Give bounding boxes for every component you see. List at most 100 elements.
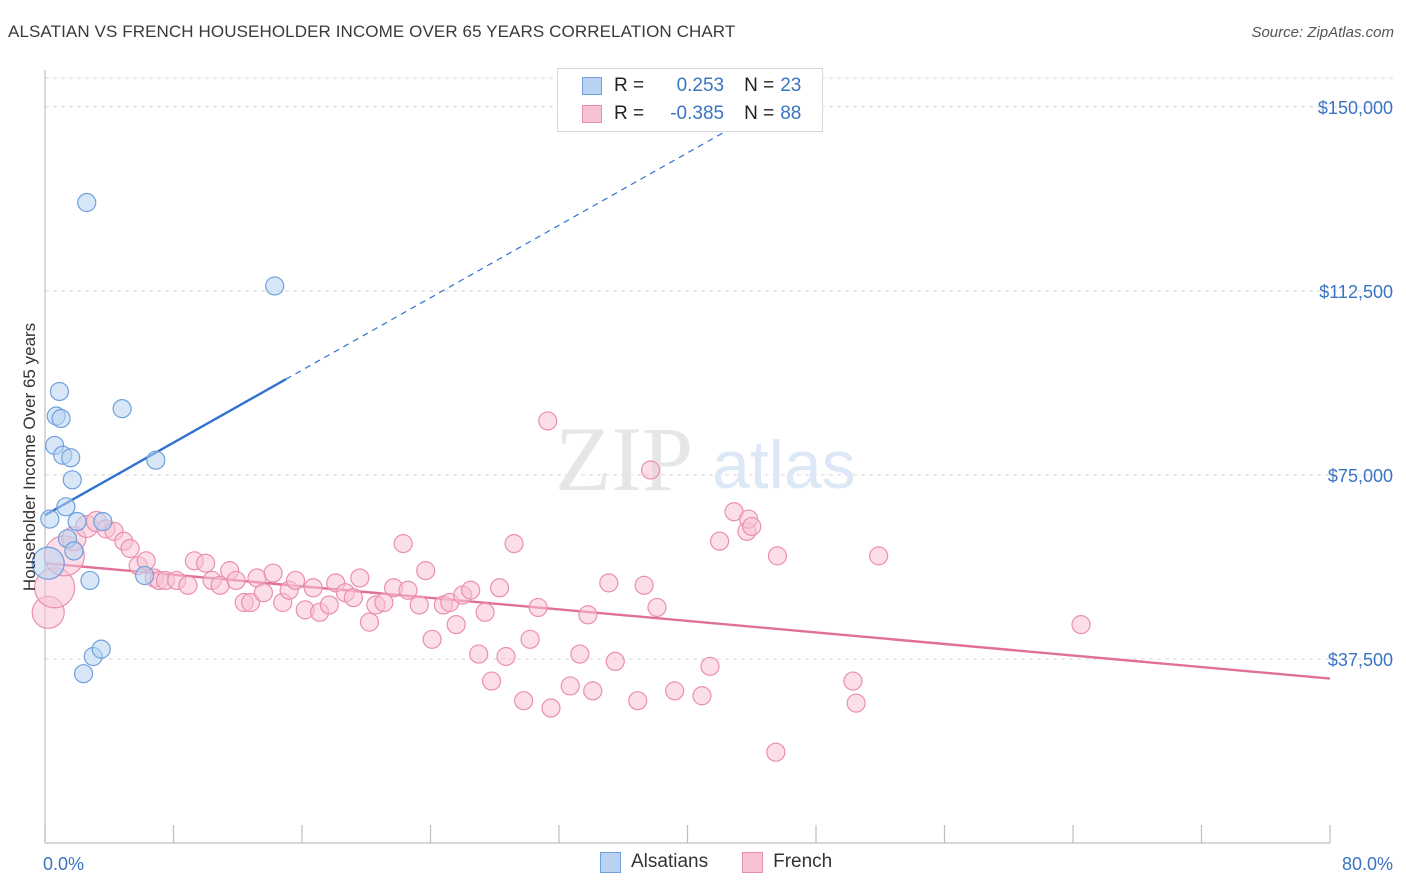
watermark-atlas: atlas xyxy=(712,427,856,503)
y-tick-label: $150,000 xyxy=(1318,98,1393,118)
alsatians-point xyxy=(134,565,155,586)
legend-label: French xyxy=(773,851,833,872)
alsatians-point xyxy=(67,511,87,532)
y-axis-label: Householder Income Over 65 years xyxy=(20,323,39,591)
alsatians-point xyxy=(73,664,94,684)
french-point xyxy=(504,534,524,554)
french-point xyxy=(319,595,339,615)
legend-item-alsatians: Alsatians xyxy=(600,851,708,873)
x-tick-label: 0.0% xyxy=(43,854,84,874)
series-legend: Alsatians French xyxy=(600,851,866,873)
y-tick-label: $37,500 xyxy=(1328,650,1393,670)
french-point xyxy=(178,575,198,595)
french-point xyxy=(120,538,140,559)
french-point xyxy=(481,671,502,691)
french-point xyxy=(578,605,598,625)
french-point xyxy=(767,546,788,566)
french-point xyxy=(599,573,619,593)
alsatians-point xyxy=(51,408,71,429)
alsatians-point xyxy=(64,541,84,561)
watermark-zip: ZIP xyxy=(555,408,693,510)
r-value: 0.253 xyxy=(676,75,725,96)
alsatians-swatch xyxy=(600,851,621,873)
french-point xyxy=(398,580,418,600)
french-point xyxy=(422,629,442,649)
alsatians-point xyxy=(80,570,100,591)
alsatians-trend-line xyxy=(44,378,287,517)
y-tick-label: $112,500 xyxy=(1319,282,1393,302)
french-point xyxy=(528,597,548,618)
french-point xyxy=(560,676,580,696)
french-point xyxy=(489,578,510,598)
french-point xyxy=(343,588,363,608)
french-point xyxy=(393,534,413,554)
french-point xyxy=(634,575,654,595)
french-point xyxy=(514,691,534,711)
french-swatch xyxy=(742,851,764,873)
french-point xyxy=(640,460,661,480)
french-point xyxy=(605,651,625,672)
french-point xyxy=(226,570,246,591)
alsatians-point xyxy=(91,639,111,659)
alsatians-point xyxy=(112,399,132,419)
alsatians-point xyxy=(49,381,70,402)
french-point xyxy=(469,644,489,664)
trend-lines xyxy=(44,116,1331,680)
french-point xyxy=(869,546,889,566)
french-point xyxy=(541,698,561,718)
french-point xyxy=(628,691,648,711)
r-label: R = xyxy=(614,103,645,124)
french-swatch xyxy=(582,105,602,123)
french-point xyxy=(416,561,436,581)
alsatians-point xyxy=(31,546,65,580)
french-point xyxy=(692,686,712,706)
watermark: ZIP atlas xyxy=(555,408,856,510)
french-point xyxy=(496,646,516,667)
n-label: N = xyxy=(744,103,775,124)
grid-lines xyxy=(45,77,1395,660)
french-point xyxy=(374,592,394,613)
french-point xyxy=(665,681,685,701)
chart-title: ALSATIAN VS FRENCH HOUSEHOLDER INCOME OV… xyxy=(8,22,736,41)
french-point xyxy=(241,592,261,613)
tick-labels: $37,500 $75,000 $112,500 $150,000 0.0% 80.0% H… xyxy=(20,98,1393,874)
alsatians-trend-extension xyxy=(285,116,753,380)
legend-row-french: R = -0.385 N = 88 xyxy=(582,103,801,125)
correlation-legend: R = 0.253 N = 23 R = -0.385 N = 88 xyxy=(557,68,823,132)
alsatians-point xyxy=(40,509,60,529)
alsatians-swatch xyxy=(582,77,602,95)
n-value: 23 xyxy=(780,75,802,96)
legend-label: Alsatians xyxy=(631,851,709,872)
french-point xyxy=(538,411,558,431)
french-point xyxy=(1071,614,1091,635)
french-point xyxy=(303,578,323,598)
french-point xyxy=(710,531,730,551)
french-point xyxy=(446,614,466,635)
alsatians-point xyxy=(77,192,97,213)
n-value: 88 xyxy=(780,103,802,124)
french-point xyxy=(475,602,495,622)
french-point xyxy=(647,597,667,618)
french-point xyxy=(359,612,380,632)
french-point xyxy=(583,681,603,701)
french-point xyxy=(285,570,306,591)
french-point xyxy=(520,629,540,649)
r-value: -0.385 xyxy=(670,103,725,124)
french-point xyxy=(766,742,786,762)
alsatians-point xyxy=(146,450,166,470)
french-point xyxy=(700,656,720,676)
french-point xyxy=(570,644,590,664)
y-tick-label: $75,000 xyxy=(1328,466,1393,486)
french-point xyxy=(350,568,370,588)
data-points xyxy=(31,192,1091,762)
legend-row-alsatians: R = 0.253 N = 23 xyxy=(582,75,801,97)
french-point xyxy=(843,671,863,691)
legend-item-french: French xyxy=(742,851,832,873)
alsatians-point xyxy=(56,497,76,517)
french-point xyxy=(253,583,274,603)
alsatians-point xyxy=(62,470,82,490)
french-point xyxy=(742,516,762,537)
french-point xyxy=(409,595,429,615)
french-point xyxy=(461,580,481,600)
